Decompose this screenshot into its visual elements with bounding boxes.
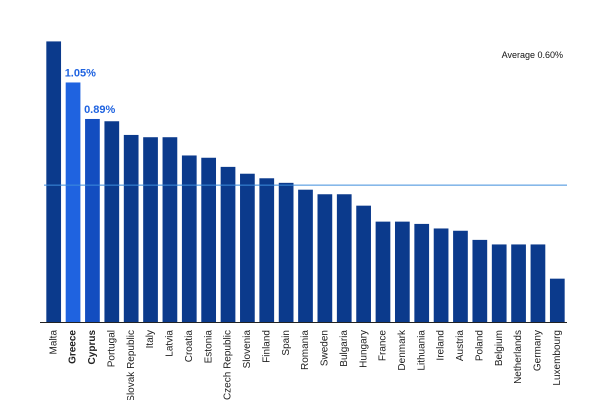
bar-lithuania [414, 223, 430, 322]
x-tick-label-italy: Italy [145, 330, 156, 348]
bar-sweden [317, 194, 333, 322]
x-tick-label-romania: Romania [300, 330, 311, 370]
bar-germany [530, 244, 546, 322]
x-tick-labels: Malta Greece Cyprus Portugal Slovak Republic… [48, 329, 563, 400]
bar-austria [453, 230, 468, 322]
x-tick-label-hungary: Hungary [358, 330, 369, 368]
x-tick-label-czech-republic: Czech Republic [223, 330, 234, 400]
bar-netherlands [511, 244, 526, 322]
bar-denmark [394, 221, 410, 323]
x-tick-label-denmark: Denmark [397, 329, 408, 371]
callout-greece: 1.05% [65, 67, 96, 79]
x-tick-label-sweden: Sweden [320, 330, 331, 366]
x-tick-label-luxembourg: Luxembourg [552, 330, 563, 386]
bars-group [46, 41, 565, 323]
x-tick-label-poland: Poland [474, 330, 485, 361]
x-tick-label-cyprus: Cyprus [87, 330, 98, 365]
x-tick-label-malta: Malta [48, 330, 59, 355]
x-tick-label-finland: Finland [261, 330, 272, 363]
bar-france [375, 221, 391, 323]
bar-estonia [201, 157, 217, 322]
bar-hungary [356, 205, 371, 322]
x-tick-label-ireland: Ireland [436, 330, 447, 361]
x-tick-label-latvia: Latvia [165, 330, 176, 357]
x-tick-label-belgium: Belgium [494, 330, 505, 366]
callout-cyprus: 0.89% [84, 104, 115, 116]
x-tick-label-bulgaria: Bulgaria [339, 330, 350, 367]
bar-croatia [181, 155, 197, 322]
x-tick-label-lithuania: Lithuania [416, 330, 427, 371]
x-tick-label-greece: Greece [68, 330, 79, 364]
bar-italy [143, 137, 158, 322]
x-tick-label-austria: Austria [455, 330, 466, 362]
bar-czech-republic [220, 166, 236, 323]
x-tick-label-croatia: Croatia [184, 330, 195, 363]
bar-finland [259, 178, 275, 322]
average-label: Average 0.60% [502, 50, 563, 60]
x-tick-label-netherlands: Netherlands [513, 330, 524, 384]
bar-slovak-republic [123, 134, 139, 322]
bar-bulgaria [336, 194, 352, 322]
bar-luxembourg [549, 278, 565, 322]
bar-greece [65, 82, 81, 322]
bar-romania [298, 189, 313, 322]
x-tick-label-spain: Spain [281, 330, 292, 356]
bar-belgium [491, 244, 507, 322]
x-tick-label-slovak-republic: Slovak Republic [126, 330, 137, 400]
bar-portugal [104, 121, 120, 322]
bar-malta [46, 41, 62, 322]
bar-spain [278, 182, 294, 322]
callout-labels: 1.05% 0.89% [65, 67, 116, 116]
x-tick-label-estonia: Estonia [203, 330, 214, 364]
bar-slovenia [240, 173, 255, 322]
bar-poland [472, 239, 488, 323]
x-tick-label-france: France [378, 330, 389, 362]
bar-ireland [433, 228, 449, 322]
x-tick-label-slovenia: Slovenia [242, 330, 253, 369]
bar-latvia [162, 137, 178, 322]
bar-cyprus [85, 118, 100, 322]
x-tick-label-portugal: Portugal [106, 330, 117, 367]
x-tick-label-germany: Germany [533, 330, 544, 371]
